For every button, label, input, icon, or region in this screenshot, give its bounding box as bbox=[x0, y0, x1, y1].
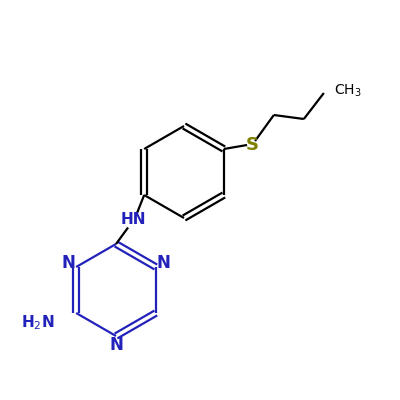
Text: CH$_3$: CH$_3$ bbox=[334, 83, 362, 99]
Text: S: S bbox=[245, 136, 258, 154]
Text: HN: HN bbox=[120, 212, 146, 227]
Text: N: N bbox=[156, 254, 170, 272]
Text: N: N bbox=[62, 254, 76, 272]
Text: H$_2$N: H$_2$N bbox=[21, 314, 55, 332]
Text: N: N bbox=[109, 336, 123, 354]
